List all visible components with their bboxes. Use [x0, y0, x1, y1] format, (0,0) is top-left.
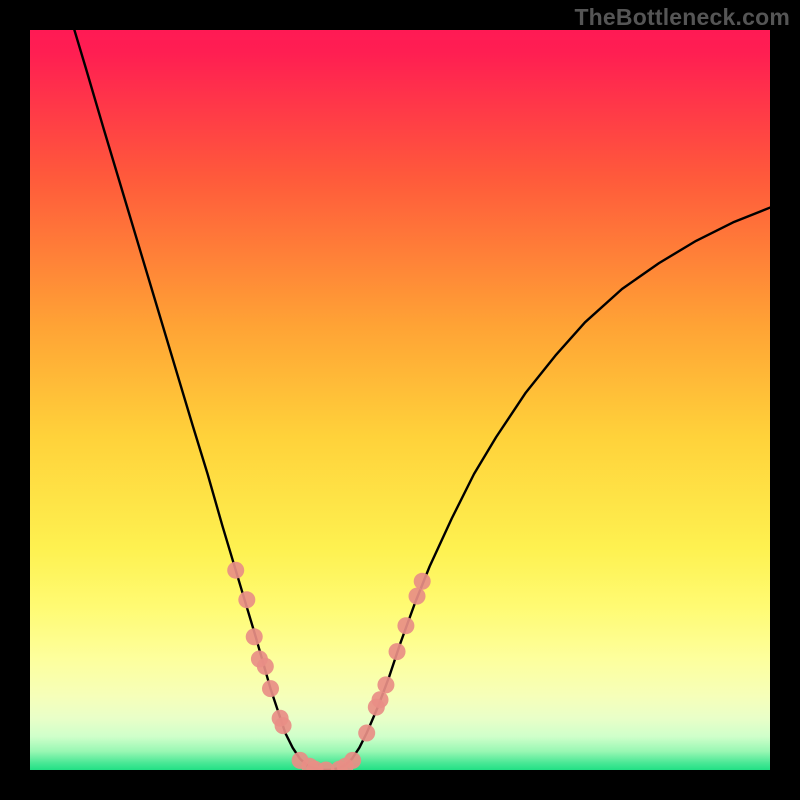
marker-point	[358, 725, 375, 742]
marker-point	[389, 643, 406, 660]
marker-point	[414, 573, 431, 590]
marker-point	[262, 680, 279, 697]
marker-point	[377, 676, 394, 693]
marker-point	[238, 591, 255, 608]
marker-point	[257, 658, 274, 675]
chart-root: TheBottleneck.com	[0, 0, 800, 800]
marker-point	[227, 562, 244, 579]
marker-point	[372, 691, 389, 708]
marker-point	[397, 617, 414, 634]
marker-point	[246, 628, 263, 645]
chart-svg	[30, 30, 770, 770]
marker-point	[409, 588, 426, 605]
watermark-text: TheBottleneck.com	[574, 4, 790, 31]
plot-area	[30, 30, 770, 770]
marker-point	[344, 752, 361, 769]
marker-point	[275, 717, 292, 734]
